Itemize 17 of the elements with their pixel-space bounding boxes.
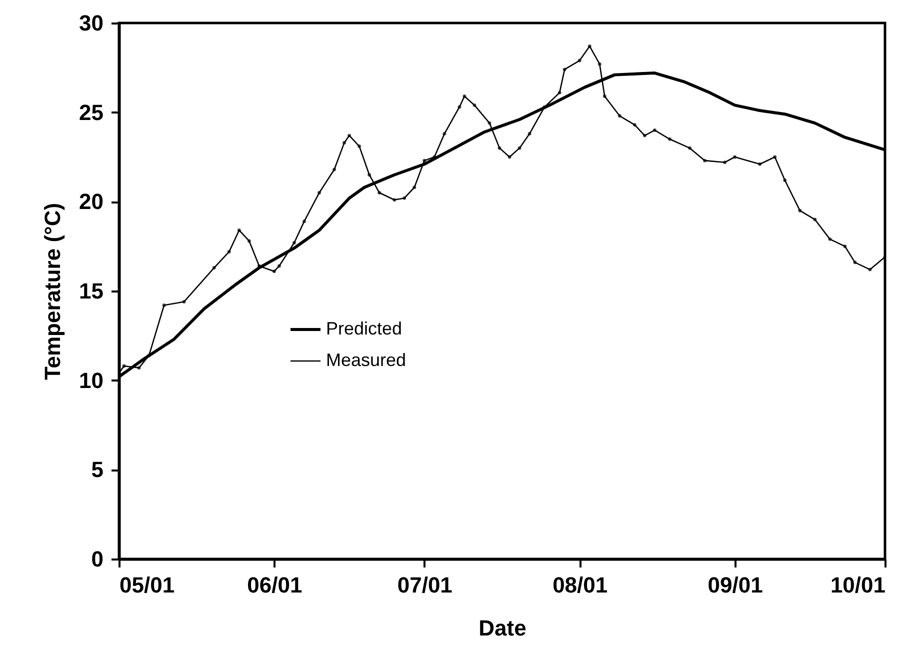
x-tick-label: 07/01 [397, 572, 452, 598]
y-tick-label: 10 [79, 368, 104, 393]
x-tick-label: 06/01 [247, 572, 302, 598]
y-tick-label: 25 [79, 100, 104, 125]
x-tick-label: 08/01 [552, 572, 608, 598]
x-tick-label: 10/01 [830, 572, 886, 598]
y-tick-label: 15 [79, 278, 104, 304]
y-axis-title: Temperature (°C) [40, 202, 66, 380]
y-tick-label: 0 [91, 546, 104, 572]
legend-label: Measured [326, 350, 406, 370]
x-tick-label: 05/01 [120, 572, 175, 598]
y-tick-label: 30 [79, 10, 104, 36]
legend-label: Predicted [326, 318, 402, 338]
x-tick-label: 09/01 [708, 572, 763, 598]
y-tick-label: 5 [91, 457, 104, 482]
y-tick-label: 20 [79, 189, 104, 214]
x-axis-title: Date [478, 616, 526, 640]
